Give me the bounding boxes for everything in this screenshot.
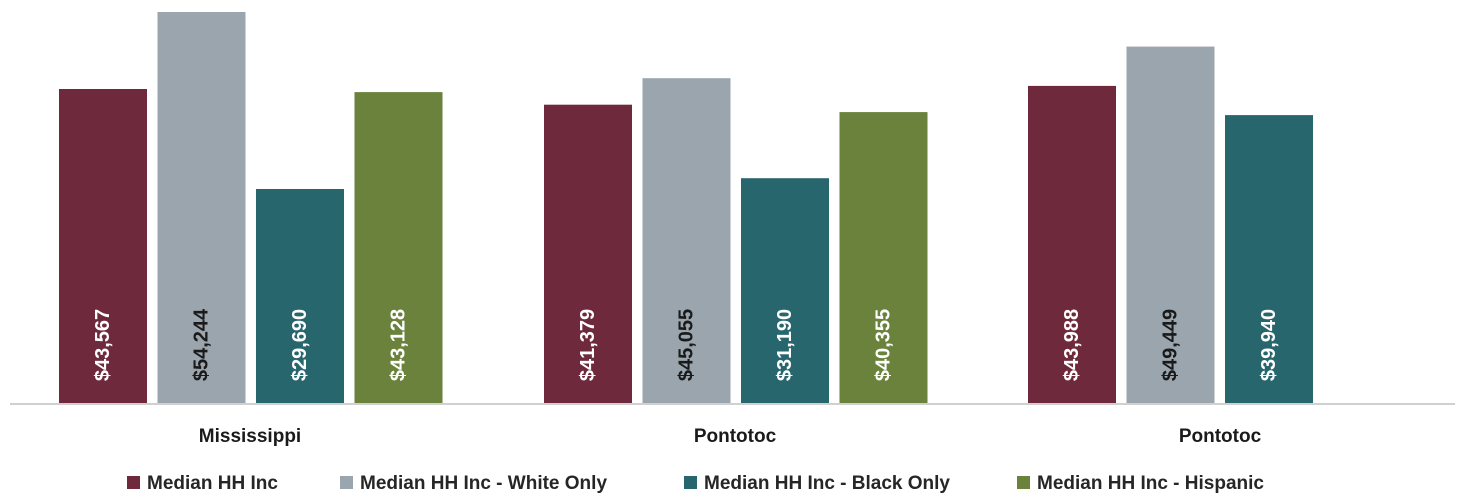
data-label: $49,449 [1160,309,1182,381]
bar [256,189,344,403]
category-label: Pontotoc [1179,426,1262,447]
data-label: $39,940 [1258,309,1280,381]
bar [642,78,731,403]
legend-swatch [340,476,353,489]
data-label: $31,190 [774,309,796,381]
bar [1126,46,1215,403]
bar [1225,115,1313,403]
legend-label: Median HH Inc [147,473,278,494]
bar [59,89,147,403]
data-label: $43,128 [388,309,410,381]
legend-swatch [127,476,140,489]
data-label: $45,055 [676,309,698,381]
bar [157,12,246,403]
data-label: $54,244 [191,308,213,381]
bar [741,178,829,403]
data-label: $40,355 [873,309,895,381]
data-label: $43,988 [1061,309,1083,381]
bar [354,92,443,403]
bar [1028,85,1116,404]
category-label: Pontotoc [694,426,777,447]
data-label: $41,379 [577,309,599,381]
legend-swatch [1017,476,1030,489]
legend-label: Median HH Inc - Black Only [704,473,950,494]
legend-label: Median HH Inc - White Only [360,473,607,494]
bar [839,112,928,403]
category-label: Mississippi [199,426,301,447]
data-label: $29,690 [289,309,311,381]
data-label: $43,567 [92,309,114,381]
bar [544,104,632,403]
legend-label: Median HH Inc - Hispanic [1037,473,1264,494]
legend-swatch [684,476,697,489]
